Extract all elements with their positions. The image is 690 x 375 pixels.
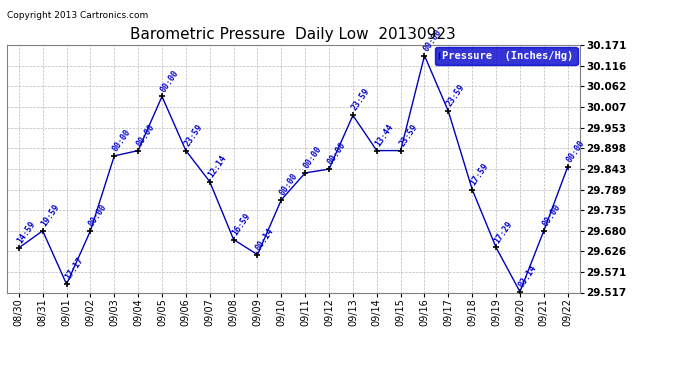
Text: 13:44: 13:44 [373, 122, 395, 148]
Text: Copyright 2013 Cartronics.com: Copyright 2013 Cartronics.com [7, 11, 148, 20]
Text: 00:00: 00:00 [326, 141, 348, 166]
Legend: Pressure  (Inches/Hg): Pressure (Inches/Hg) [435, 47, 578, 65]
Text: 23:59: 23:59 [183, 122, 204, 148]
Text: 17:59: 17:59 [469, 161, 491, 187]
Text: 00:14: 00:14 [254, 226, 276, 252]
Text: 03:14: 03:14 [517, 263, 538, 289]
Text: 23:59: 23:59 [397, 122, 419, 148]
Text: 17:17: 17:17 [63, 256, 85, 281]
Text: 14:59: 14:59 [16, 219, 37, 245]
Text: 00:00: 00:00 [302, 144, 324, 170]
Text: 00:00: 00:00 [87, 202, 109, 228]
Text: 19:59: 19:59 [39, 202, 61, 228]
Text: 00:00: 00:00 [159, 68, 181, 94]
Text: 00:00: 00:00 [422, 27, 443, 53]
Text: 00:00: 00:00 [135, 122, 157, 148]
Text: 00:00: 00:00 [564, 138, 586, 164]
Text: 12:14: 12:14 [206, 153, 228, 179]
Text: 17:29: 17:29 [493, 219, 515, 245]
Title: Barometric Pressure  Daily Low  20130923: Barometric Pressure Daily Low 20130923 [130, 27, 456, 42]
Text: 00:00: 00:00 [540, 202, 562, 228]
Text: 23:59: 23:59 [445, 83, 467, 108]
Text: 16:59: 16:59 [230, 211, 252, 237]
Text: 00:00: 00:00 [111, 128, 132, 153]
Text: 00:00: 00:00 [278, 171, 300, 197]
Text: 23:59: 23:59 [350, 87, 371, 112]
